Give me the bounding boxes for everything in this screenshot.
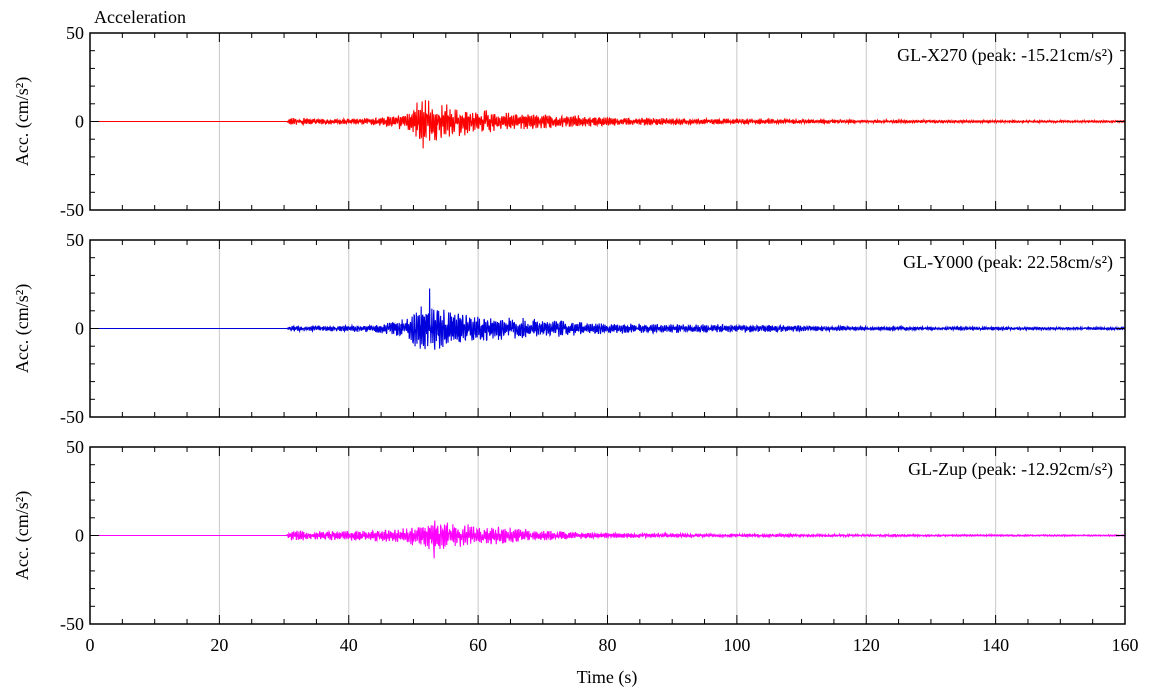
y-tick-label: 0 xyxy=(75,526,84,546)
y-axis-label: Acc. (cm/s²) xyxy=(12,284,33,373)
y-tick-label: 50 xyxy=(66,437,84,457)
x-tick-labels: 0 20 40 60 80 100 120 140 160 xyxy=(86,635,1139,655)
x-tick-label: 80 xyxy=(599,635,617,655)
x-tick-label: 0 xyxy=(86,635,95,655)
x-tick-label: 160 xyxy=(1112,635,1139,655)
series-annotation-y000: GL-Y000 (peak: 22.58cm/s²) xyxy=(903,252,1113,273)
panel-zup: 50 0 -50 Acc. (cm/s²) GL-Zup (peak: -12.92cm… xyxy=(12,437,1126,634)
y-tick-label: 0 xyxy=(75,319,84,339)
y-tick-label: 50 xyxy=(66,230,84,250)
x-tick-label: 40 xyxy=(340,635,358,655)
chart-title: Acceleration xyxy=(94,7,186,27)
series-line-x270 xyxy=(90,100,1126,149)
x-tick-label: 100 xyxy=(723,635,750,655)
series-annotation-x270: GL-X270 (peak: -15.21cm/s²) xyxy=(897,45,1113,66)
series-line-zup xyxy=(90,520,1126,559)
y-tick-label: 0 xyxy=(75,112,84,132)
y-tick-label: -50 xyxy=(60,614,84,634)
y-tick-label: 50 xyxy=(66,23,84,43)
x-tick-label: 120 xyxy=(853,635,880,655)
x-tick-label: 20 xyxy=(210,635,228,655)
x-tick-label: 60 xyxy=(469,635,487,655)
y-axis-label: Acc. (cm/s²) xyxy=(12,77,33,166)
y-axis-label: Acc. (cm/s²) xyxy=(12,491,33,580)
series-line-y000 xyxy=(90,288,1126,350)
panel-x270: 50 0 -50 Acc. (cm/s²) GL-X270 (peak: -15.21c… xyxy=(12,23,1126,220)
y-tick-label: -50 xyxy=(60,407,84,427)
y-tick-label: -50 xyxy=(60,200,84,220)
x-axis-label: Time (s) xyxy=(577,667,638,688)
series-annotation-zup: GL-Zup (peak: -12.92cm/s²) xyxy=(908,459,1113,480)
x-tick-label: 140 xyxy=(982,635,1009,655)
panel-y000: 50 0 -50 Acc. (cm/s²) GL-Y000 (peak: 22.58cm… xyxy=(12,230,1126,427)
